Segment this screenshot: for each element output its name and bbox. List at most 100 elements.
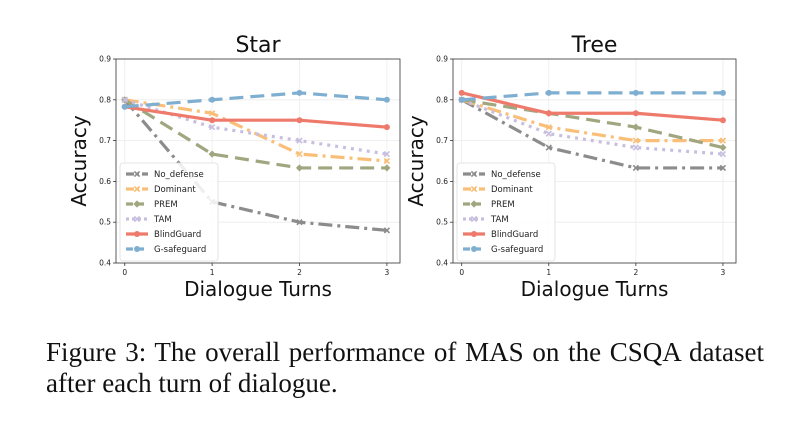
legend-label: TAM xyxy=(490,215,509,225)
series-line xyxy=(124,98,388,163)
plot-frame xyxy=(452,58,737,264)
y-axis-label: Accuracy xyxy=(67,115,91,206)
data-point xyxy=(209,117,216,124)
legend-marker xyxy=(134,246,140,252)
data-point xyxy=(383,164,391,172)
legend-label: PREM xyxy=(154,200,178,210)
x-tick-label: 3 xyxy=(721,268,726,277)
data-point xyxy=(383,96,390,103)
data-point xyxy=(383,124,390,131)
y-tick-label: 0.7 xyxy=(436,136,448,145)
series-dominant xyxy=(121,96,391,165)
data-point xyxy=(296,150,303,158)
x-axis-label: Dialogue Turns xyxy=(521,277,669,301)
data-point xyxy=(632,110,639,117)
data-point xyxy=(719,137,727,144)
series-line xyxy=(124,98,388,156)
data-point xyxy=(208,150,216,158)
legend-label: Dominant xyxy=(154,185,196,195)
legend-label: G-safeguard xyxy=(154,245,206,255)
y-tick-label: 0.5 xyxy=(99,218,111,227)
data-point xyxy=(545,123,552,131)
series-line xyxy=(461,91,723,102)
series-line xyxy=(124,91,388,109)
series-line xyxy=(461,98,724,156)
y-tick-label: 0.5 xyxy=(436,218,448,227)
data-point xyxy=(383,227,391,234)
data-point xyxy=(458,89,465,96)
data-point xyxy=(632,123,640,131)
data-point xyxy=(296,137,303,144)
legend-label: PREM xyxy=(491,200,515,210)
plot-frame xyxy=(115,58,401,264)
legend-marker xyxy=(471,231,477,237)
data-point xyxy=(719,89,726,96)
x-tick-label: 0 xyxy=(459,268,464,277)
data-point xyxy=(719,117,726,124)
x-axis-label: Dialogue Turns xyxy=(184,277,332,301)
data-point xyxy=(545,89,552,96)
figure-canvas: 0.4 0.5 0.6 0.7 0.8 0.9 0 1 2 3 Star Dialogue Turns… xyxy=(67,33,737,301)
data-point xyxy=(121,103,128,110)
legend-marker xyxy=(470,200,478,208)
series-line xyxy=(124,105,388,129)
chart-star: 0.4 0.5 0.6 0.7 0.8 0.9 0 1 2 3 Star Dialogue Turns… xyxy=(67,33,401,301)
legend-marker xyxy=(133,200,141,208)
legend-marker xyxy=(470,185,478,193)
chart-tree: 0.4 0.5 0.6 0.7 0.8 0.9 0 1 2 3 Tree Dialogue Turns… xyxy=(404,33,737,301)
series-g-safeguard xyxy=(121,89,390,110)
x-tick-label: 2 xyxy=(297,268,302,277)
data-point xyxy=(208,110,216,117)
y-tick-label: 0.8 xyxy=(436,95,448,104)
data-point xyxy=(632,164,640,172)
y-tick-label: 0.9 xyxy=(99,55,111,64)
data-point xyxy=(208,123,216,131)
legend-label: No_defense xyxy=(491,170,541,180)
series-line xyxy=(461,98,723,143)
data-point xyxy=(632,89,639,96)
y-tick-label: 0.6 xyxy=(99,177,111,186)
data-point xyxy=(296,219,303,226)
legend-marker xyxy=(470,170,478,178)
legend-label: Dominant xyxy=(491,185,533,195)
series-blindguard xyxy=(458,89,726,124)
data-point xyxy=(295,164,304,172)
data-point xyxy=(296,117,303,124)
y-tick-label: 0.7 xyxy=(99,136,111,145)
data-point xyxy=(383,157,391,165)
legend-marker xyxy=(470,215,478,223)
data-point xyxy=(458,96,465,103)
chart-title: Star xyxy=(235,33,281,58)
data-point xyxy=(719,150,727,158)
data-point xyxy=(719,143,727,152)
series-line xyxy=(123,98,388,232)
series-line xyxy=(461,98,724,150)
legend-label: TAM xyxy=(153,215,172,225)
series-line xyxy=(460,98,723,170)
legend-marker xyxy=(134,231,140,237)
x-tick-label: 3 xyxy=(385,268,390,277)
data-point xyxy=(719,164,727,172)
y-axis-label: Accuracy xyxy=(404,115,428,206)
series-line xyxy=(461,91,724,122)
y-tick-label: 0.4 xyxy=(99,259,111,268)
series-line xyxy=(123,98,387,170)
legend-marker xyxy=(471,246,477,252)
y-tick-label: 0.8 xyxy=(99,95,111,104)
x-tick-label: 1 xyxy=(546,268,551,277)
data-point xyxy=(121,96,128,103)
legend-label: BlindGuard xyxy=(154,230,201,240)
y-tick-label: 0.4 xyxy=(436,259,448,268)
data-point xyxy=(296,89,303,96)
series-tam xyxy=(458,96,727,158)
data-point xyxy=(383,150,391,158)
chart-title: Tree xyxy=(571,33,618,58)
legend-marker xyxy=(133,185,141,193)
x-tick-label: 1 xyxy=(210,268,215,277)
data-point xyxy=(209,96,216,103)
legend-label: BlindGuard xyxy=(491,230,538,240)
figure-caption: Figure 3: The overall performance of MAS… xyxy=(46,337,764,398)
legend-marker xyxy=(133,170,141,178)
series-prem xyxy=(458,96,727,152)
y-tick-label: 0.9 xyxy=(436,55,448,64)
